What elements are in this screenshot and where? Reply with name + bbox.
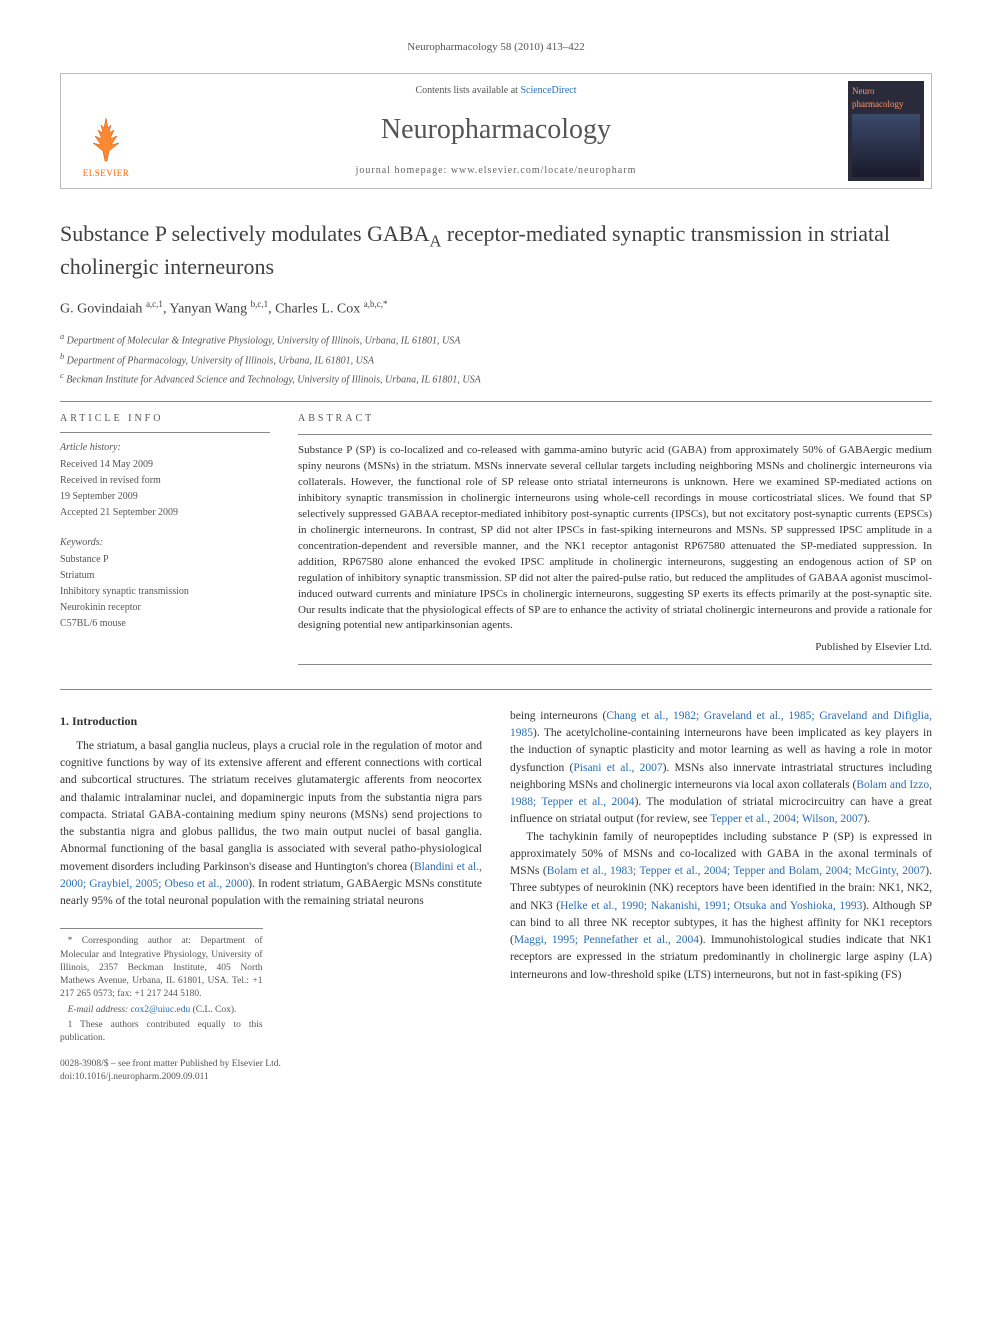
article-title: Substance P selectively modulates GABAA … (60, 219, 932, 282)
elsevier-tree-icon (81, 113, 131, 163)
email-footnote: E-mail address: cox2@uiuc.edu (C.L. Cox)… (60, 1004, 263, 1017)
email-label: E-mail address: (68, 1005, 131, 1015)
history-label: Article history: (60, 441, 270, 455)
abstract-heading: ABSTRACT (298, 412, 932, 426)
publisher-name: ELSEVIER (83, 167, 130, 180)
affiliation-line: c Beckman Institute for Advanced Science… (60, 370, 932, 387)
body-rule (60, 689, 932, 690)
equal-contribution-footnote: 1 These authors contributed equally to t… (60, 1019, 263, 1046)
p2e: ). (863, 813, 870, 825)
homepage-url[interactable]: www.elsevier.com/locate/neuropharm (451, 165, 637, 176)
abstract-rule (298, 434, 932, 435)
email-link[interactable]: cox2@uiuc.edu (131, 1005, 191, 1015)
para-2: being interneurons (Chang et al., 1982; … (510, 708, 932, 829)
citation-6[interactable]: Bolam et al., 1983; Tepper et al., 2004;… (547, 865, 926, 877)
p1a: The striatum, a basal ganglia nucleus, p… (60, 740, 482, 873)
title-pre: Substance P selectively modulates GABA (60, 221, 429, 246)
header-center: Contents lists available at ScienceDirec… (151, 74, 841, 187)
homepage-prefix: journal homepage: (356, 165, 451, 176)
history-line: Received 14 May 2009 (60, 458, 270, 472)
footer-line-2: doi:10.1016/j.neuropharm.2009.09.011 (60, 1071, 932, 1084)
cover-title: Neuro pharmacology (852, 85, 920, 110)
cover-image (852, 114, 920, 177)
affiliations: a Department of Molecular & Integrative … (60, 331, 932, 387)
journal-name: Neuropharmacology (159, 110, 833, 149)
citation-3[interactable]: Pisani et al., 2007 (573, 762, 662, 774)
para-1: The striatum, a basal ganglia nucleus, p… (60, 738, 482, 911)
para-3: The tachykinin family of neuropeptides i… (510, 829, 932, 984)
contents-line: Contents lists available at ScienceDirec… (159, 84, 833, 98)
body-columns: 1. Introduction The striatum, a basal ga… (60, 708, 932, 1046)
citation-7[interactable]: Helke et al., 1990; Nakanishi, 1991; Ots… (560, 900, 862, 912)
keyword-line: C57BL/6 mouse (60, 617, 270, 631)
keyword-line: Substance P (60, 553, 270, 567)
sciencedirect-link[interactable]: ScienceDirect (520, 85, 576, 96)
footer: 0028-3908/$ – see front matter Published… (60, 1058, 932, 1085)
publisher-logo-cell: ELSEVIER (61, 74, 151, 187)
p2a: being interneurons ( (510, 710, 606, 722)
authors: G. Govindaiah a,c,1, Yanyan Wang b,c,1, … (60, 298, 932, 319)
journal-reference: Neuropharmacology 58 (2010) 413–422 (60, 40, 932, 55)
rule-top (60, 401, 932, 402)
keyword-line: Neurokinin receptor (60, 601, 270, 615)
affiliation-line: a Department of Molecular & Integrative … (60, 331, 932, 348)
affiliation-line: b Department of Pharmacology, University… (60, 351, 932, 368)
info-rule (60, 432, 270, 433)
title-subscript: A (429, 231, 441, 250)
article-info: ARTICLE INFO Article history: Received 1… (60, 412, 270, 665)
abstract-column: ABSTRACT Substance P (SP) is co-localize… (298, 412, 932, 665)
journal-header: ELSEVIER Contents lists available at Sci… (60, 73, 932, 188)
history-line: Received in revised form (60, 474, 270, 488)
corresponding-footnote: * Corresponding author at: Department of… (60, 935, 263, 1001)
history-line: 19 September 2009 (60, 490, 270, 504)
citation-8[interactable]: Maggi, 1995; Pennefather et al., 2004 (514, 934, 699, 946)
history-line: Accepted 21 September 2009 (60, 506, 270, 520)
cover-cell: Neuro pharmacology (841, 74, 931, 187)
article-info-heading: ARTICLE INFO (60, 412, 270, 426)
footer-line-1: 0028-3908/$ – see front matter Published… (60, 1058, 932, 1071)
info-abstract-row: ARTICLE INFO Article history: Received 1… (60, 412, 932, 665)
homepage-line: journal homepage: www.elsevier.com/locat… (159, 164, 833, 178)
footnotes: * Corresponding author at: Department of… (60, 928, 263, 1045)
keyword-line: Inhibitory synaptic transmission (60, 585, 270, 599)
abstract-rule-bottom (298, 664, 932, 665)
keyword-line: Striatum (60, 569, 270, 583)
keywords-label: Keywords: (60, 536, 270, 550)
citation-5[interactable]: Tepper et al., 2004; Wilson, 2007 (710, 813, 863, 825)
abstract-text: Substance P (SP) is co-localized and co-… (298, 443, 932, 634)
email-suffix: (C.L. Cox). (190, 1005, 236, 1015)
published-by: Published by Elsevier Ltd. (298, 640, 932, 655)
cover-thumbnail: Neuro pharmacology (848, 81, 924, 181)
contents-prefix: Contents lists available at (415, 85, 520, 96)
section-intro-head: 1. Introduction (60, 712, 482, 730)
